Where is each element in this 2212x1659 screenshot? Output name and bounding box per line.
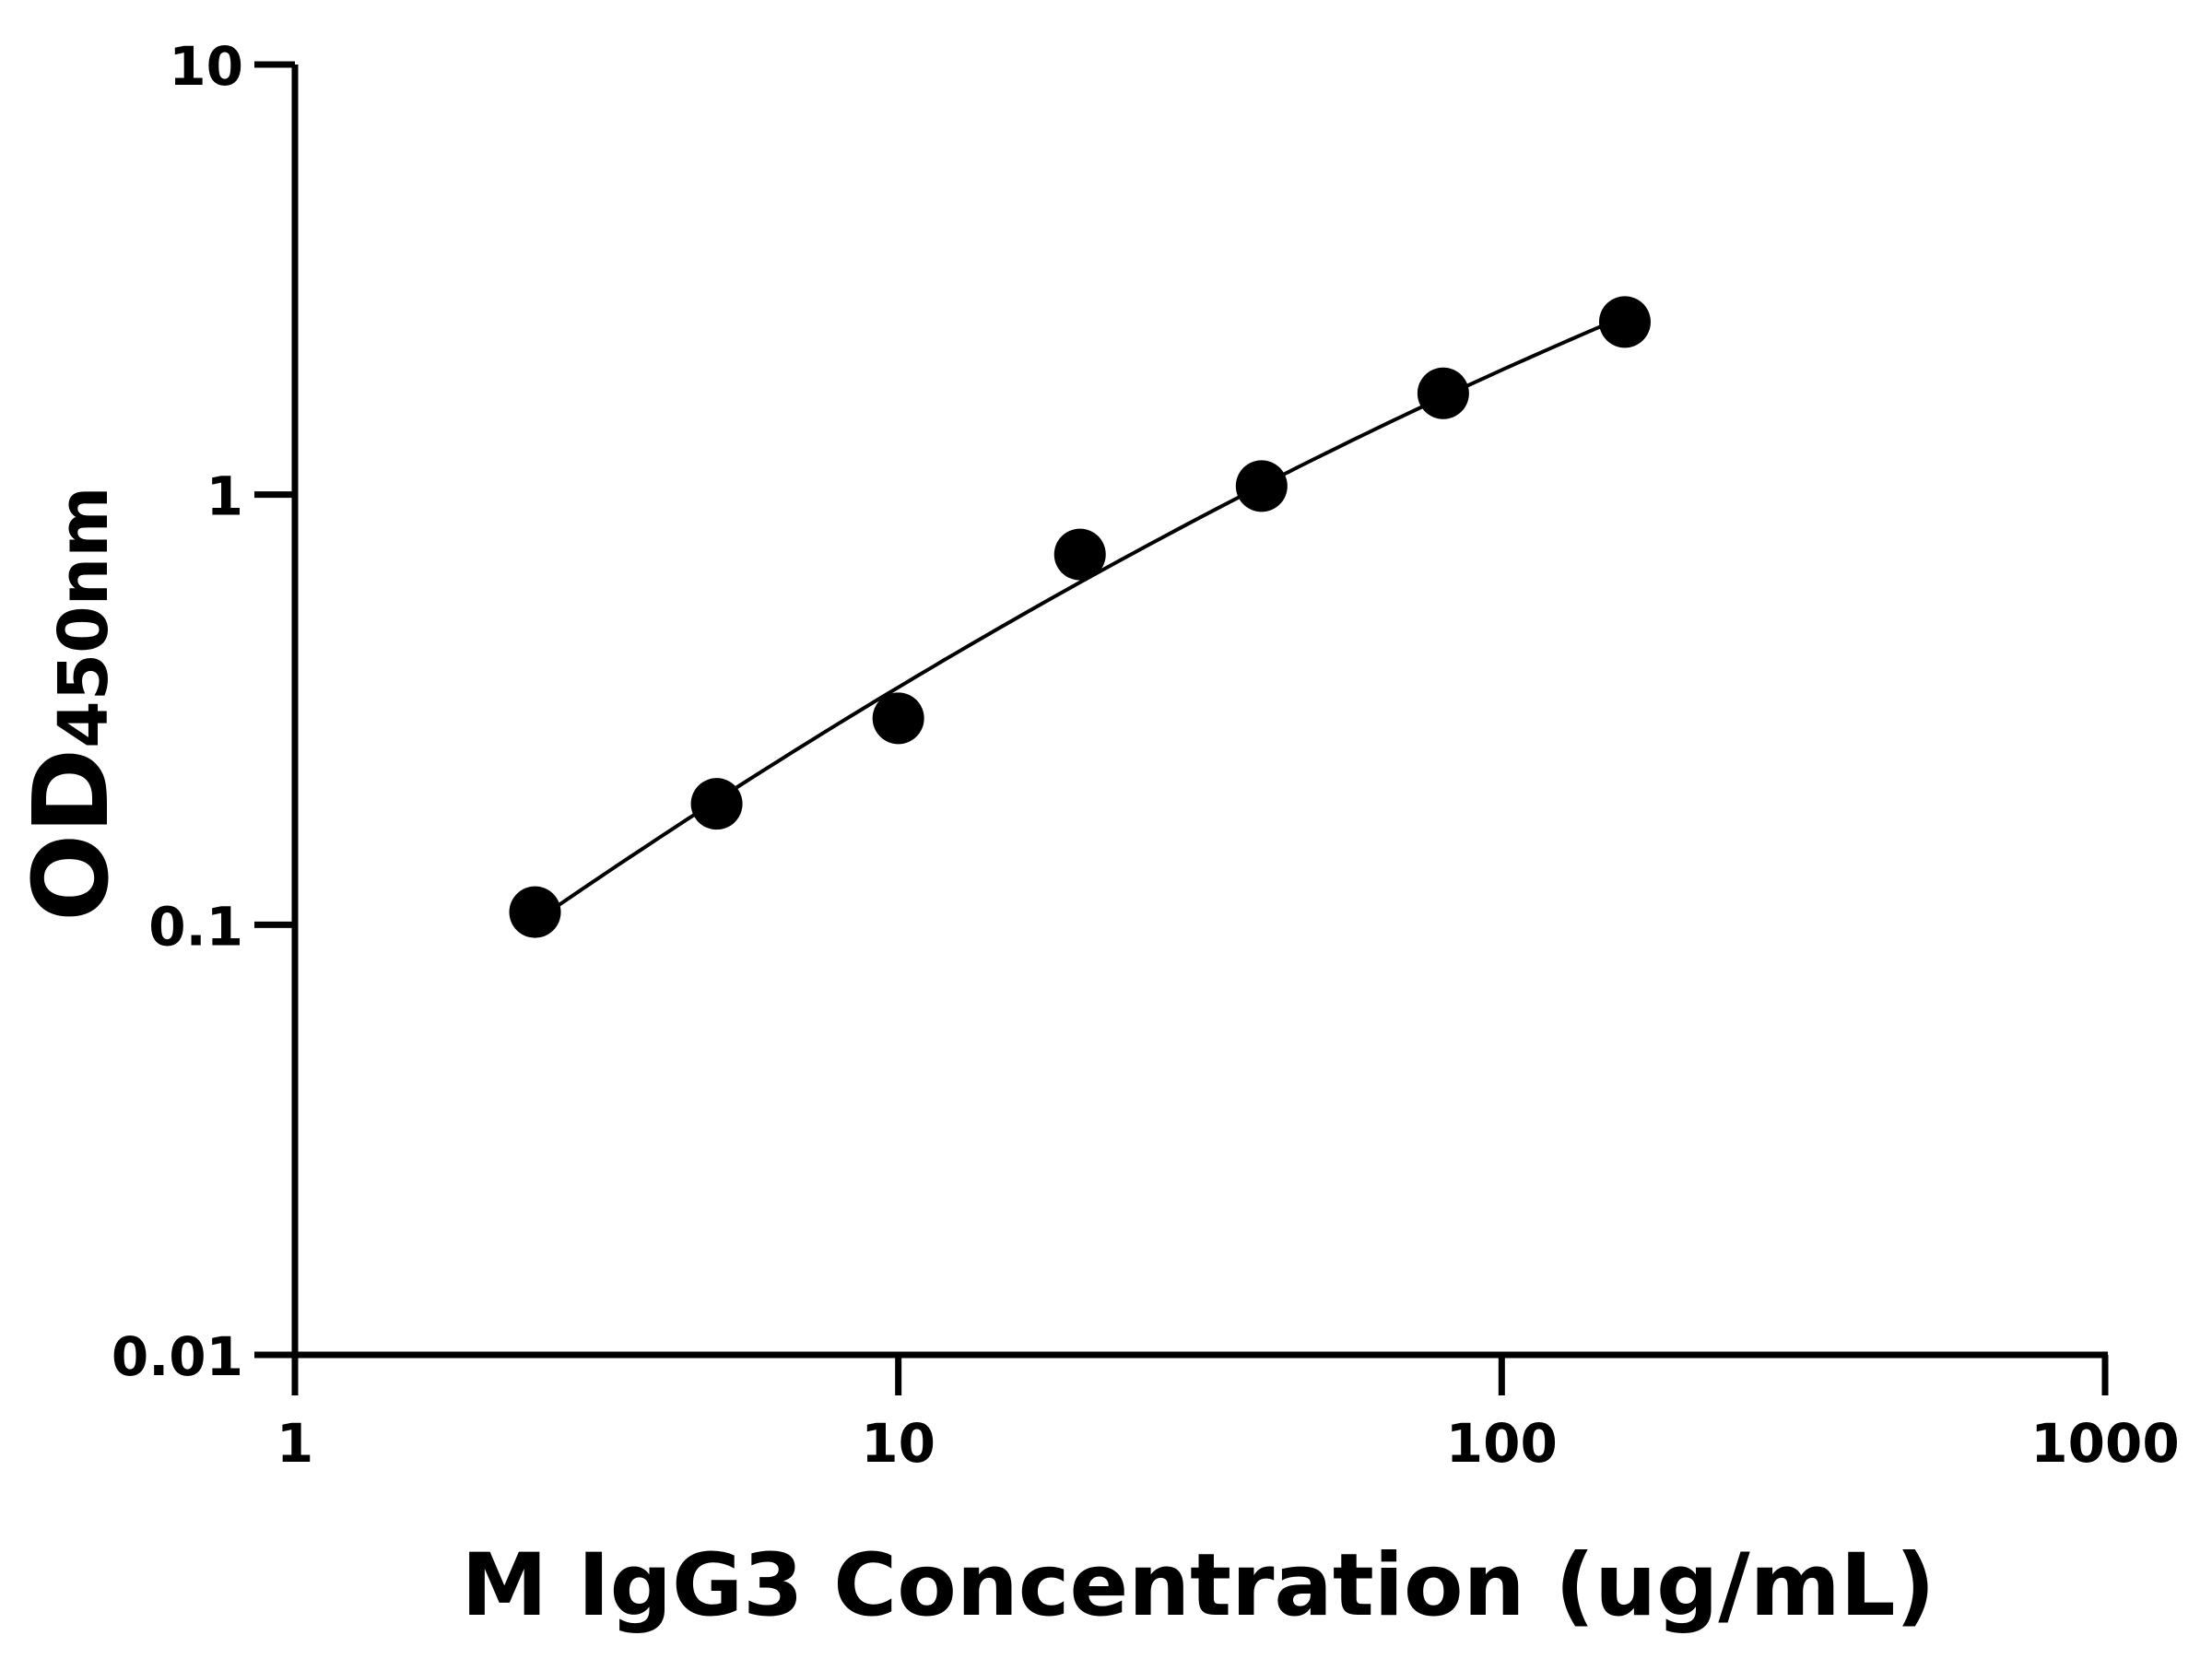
data-point — [1417, 367, 1469, 419]
x-axis-label: M IgG3 Concentration (ug/mL) — [461, 1535, 1935, 1636]
data-point — [1235, 460, 1288, 512]
data-point — [690, 778, 743, 830]
data-point — [509, 886, 561, 938]
x-tick-label: 1000 — [2030, 1412, 2179, 1475]
data-points — [509, 296, 1651, 938]
x-tick-label: 10 — [861, 1412, 935, 1475]
y-axis-label-main: OD — [12, 748, 132, 922]
y-tick-label: 1 — [206, 465, 243, 528]
y-tick-label: 0.01 — [112, 1325, 243, 1388]
data-point — [872, 692, 924, 745]
y-tick-label: 0.1 — [148, 895, 243, 958]
y-axis-label-sub: 450nm — [44, 487, 124, 748]
axes: 1 10 100 1000 0.01 0.1 1 10 — [112, 35, 2180, 1475]
data-point — [1053, 528, 1106, 581]
y-tick-label: 10 — [169, 35, 243, 98]
data-point — [1598, 296, 1651, 348]
x-tick-label: 100 — [1446, 1412, 1558, 1475]
y-axis-label: OD450nm — [12, 487, 132, 922]
x-tick-label: 1 — [276, 1412, 313, 1475]
